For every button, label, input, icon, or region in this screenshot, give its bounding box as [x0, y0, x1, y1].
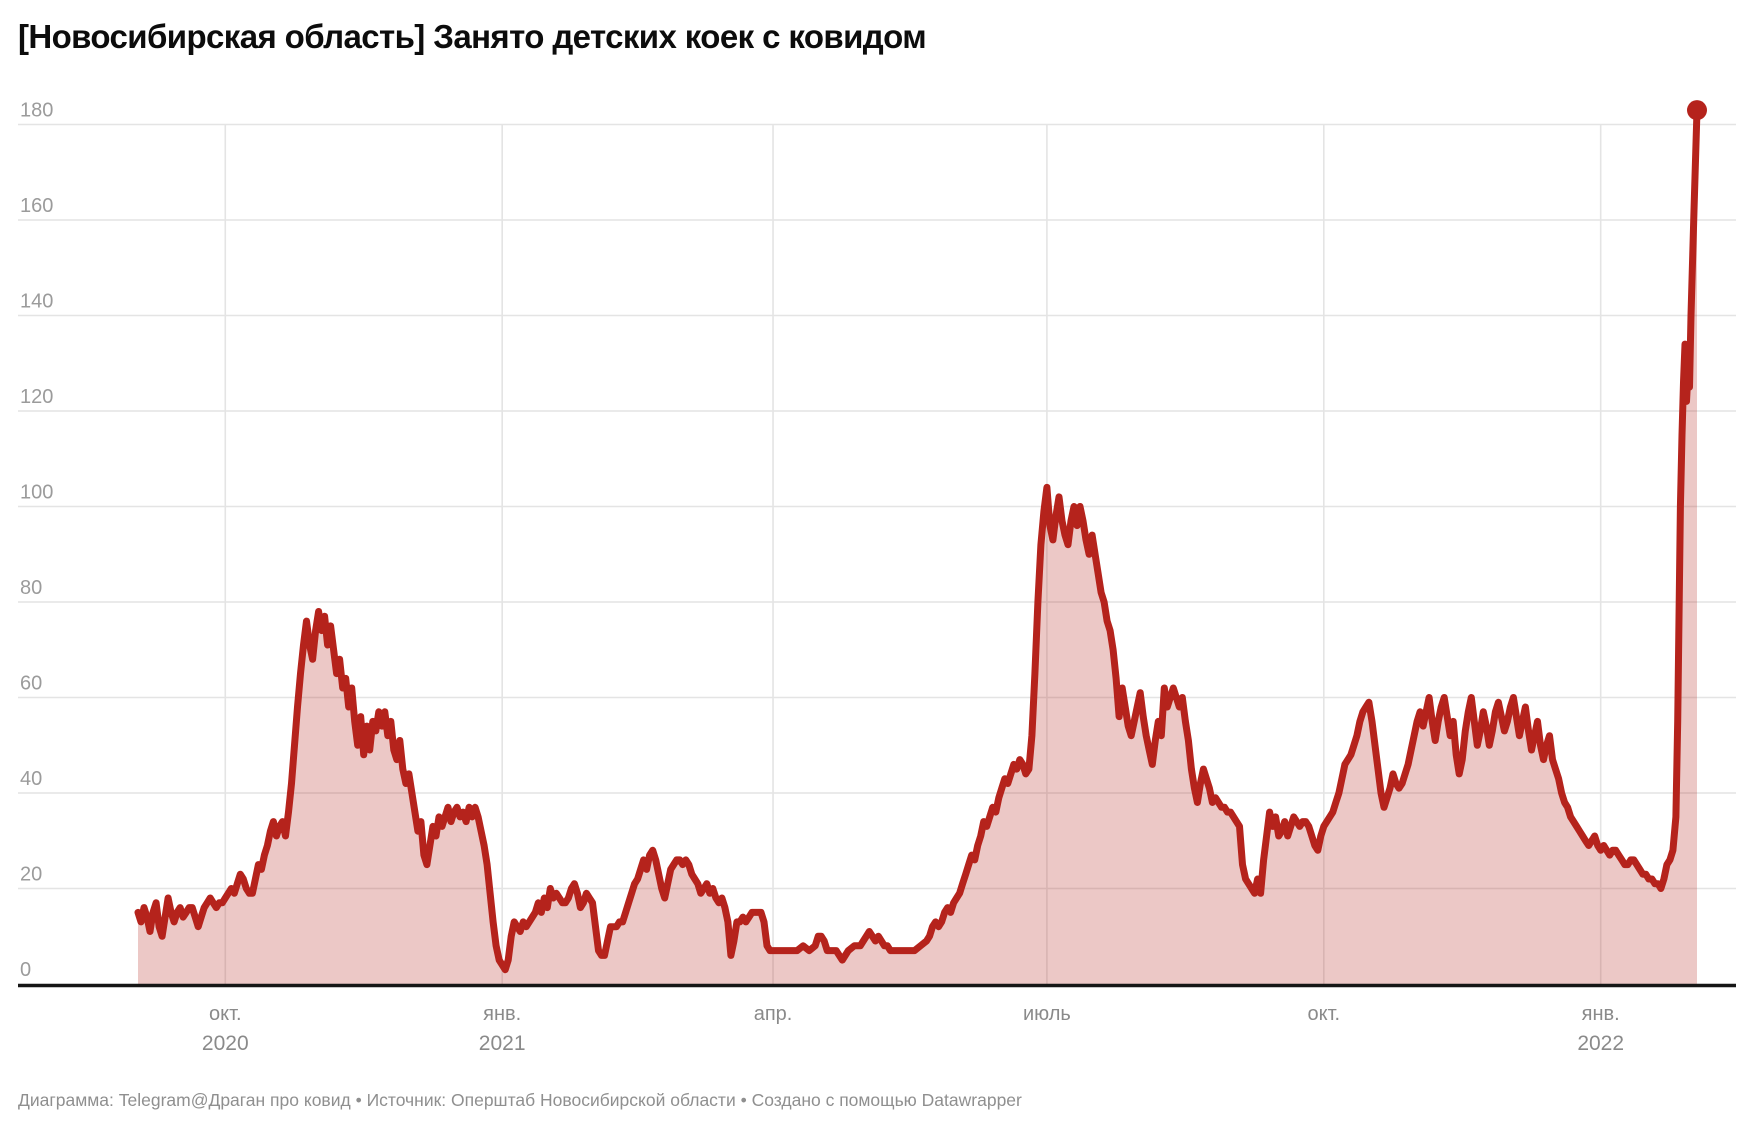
- y-gridlines: [18, 123, 1736, 890]
- y-tick-label: 120: [20, 386, 53, 408]
- x-tick-month-label: янв.: [1582, 1003, 1620, 1025]
- y-tick-label: 40: [20, 768, 42, 790]
- y-tick-label: 100: [20, 482, 53, 504]
- y-tick-label: 0: [20, 959, 31, 981]
- y-tick-label: 140: [20, 291, 53, 313]
- x-tick-month-label: окт.: [1307, 1003, 1340, 1025]
- series-line: [134, 106, 1701, 974]
- y-tick-label: 60: [20, 673, 42, 695]
- chart-attribution: Диаграмма: Telegram@Драган про ковид • И…: [18, 1090, 1022, 1110]
- y-tick-label: 160: [20, 195, 53, 217]
- x-tick-year-label: 2020: [202, 1032, 249, 1055]
- x-tick-month-label: июль: [1023, 1003, 1071, 1025]
- y-tick-label: 20: [20, 864, 42, 886]
- y-tick-label: 180: [20, 100, 53, 122]
- x-tick-labels: окт. 2020 янв. 2021 апр. июль окт. янв. 2022: [202, 1003, 1624, 1055]
- y-tick-label: 80: [20, 577, 42, 599]
- x-tick-month-label: апр.: [754, 1003, 793, 1025]
- x-tick-month-label: янв.: [483, 1003, 521, 1025]
- chart-title: [Новосибирская область] Занято детских к…: [18, 18, 927, 55]
- x-tick-year-label: 2021: [479, 1032, 526, 1055]
- series-area-fill: [138, 110, 1697, 984]
- y-tick-labels: 0 20 40 60 80 100 120 140 160 180: [20, 100, 53, 982]
- x-tick-month-label: окт.: [209, 1003, 242, 1025]
- x-tick-year-label: 2022: [1577, 1032, 1624, 1055]
- latest-point-marker: [1687, 100, 1707, 121]
- x-gridlines: [224, 124, 1602, 984]
